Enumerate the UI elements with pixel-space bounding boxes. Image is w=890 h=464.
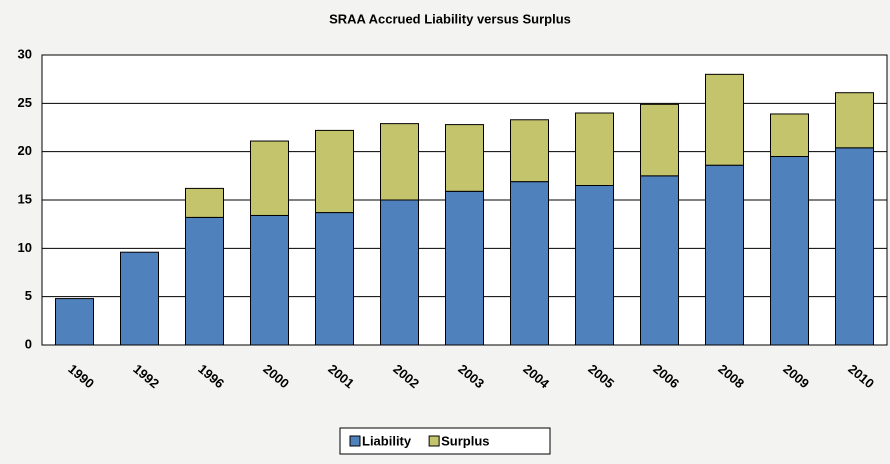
x-tick-label: 2008 [715,361,747,391]
bar-segment [185,187,224,218]
y-tick-label: 15 [18,191,32,206]
bar-segment [575,185,614,346]
legend-swatch [349,435,361,447]
legend: Liability Surplus [339,427,551,455]
x-tick-label: 2000 [260,361,292,391]
x-tick-label: 2010 [845,361,877,391]
y-tick-label: 30 [18,46,32,61]
x-tick-label: 2005 [585,361,617,391]
y-tick-label: 10 [18,240,32,255]
y-tick-label: 0 [25,336,32,351]
y-tick-label: 25 [18,95,32,110]
bar-segment [510,181,549,346]
legend-box [339,427,551,455]
legend-swatch [428,435,440,447]
bar-segment [315,129,354,214]
chart-title: SRAA Accrued Liability versus Surplus [329,11,571,26]
bar-segment [835,92,874,149]
bar-segment [380,123,419,201]
x-tick-label: 2003 [455,361,487,391]
legend-label: Liability [362,433,412,448]
bar-segment [315,212,354,346]
bar-segment [445,124,484,192]
bar-segment [120,251,159,346]
bar-segment [55,298,94,346]
x-tick-label: 1992 [130,361,162,391]
y-tick-label: 20 [18,143,32,158]
bar-segment [835,147,874,346]
bar-segment [770,113,809,157]
legend-label: Surplus [441,433,489,448]
bar-segment [575,112,614,186]
x-tick-label: 2002 [390,361,422,391]
bar-segment [640,103,679,177]
x-tick-label: 2001 [325,361,357,391]
x-tick-label: 2004 [520,361,552,392]
bar-segment [185,216,224,346]
x-tick-label: 2009 [780,361,812,391]
bar-segment [250,214,289,346]
bar-segment [445,190,484,346]
bar-segment [640,175,679,346]
bar-segment [770,156,809,346]
bar-segment [510,119,549,183]
x-tick-label: 1990 [65,361,97,391]
bar-segment [380,199,419,346]
y-tick-label: 5 [25,288,32,303]
x-tick-label: 1996 [195,361,227,391]
x-tick-label: 2006 [650,361,682,391]
bar-segment [250,140,289,216]
bar-segment [705,73,744,166]
bar-segment [705,164,744,346]
